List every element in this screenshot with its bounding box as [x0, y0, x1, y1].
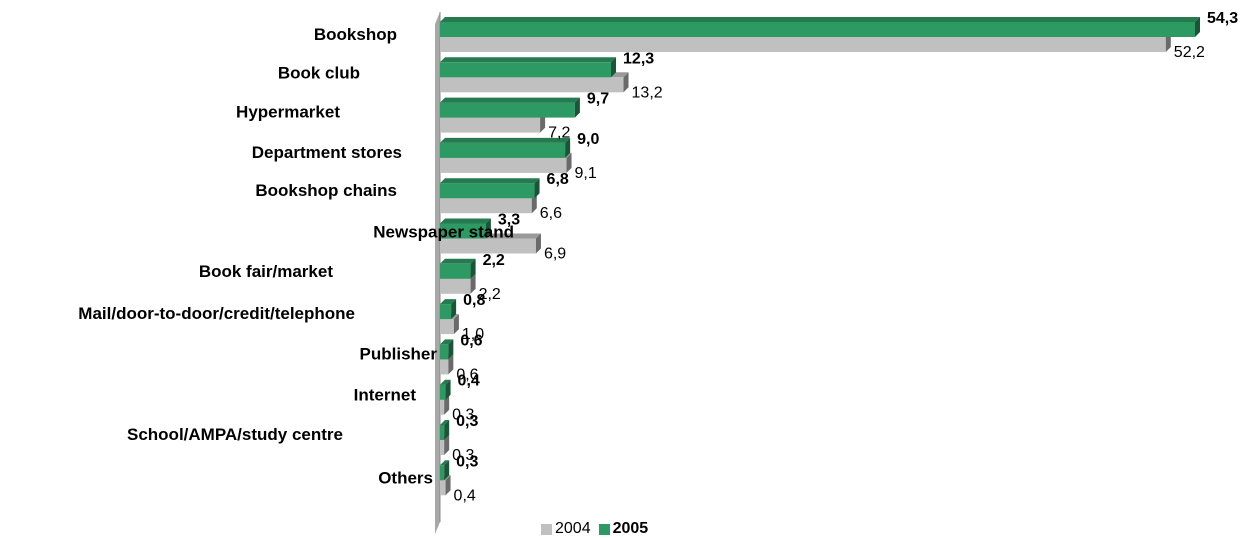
bar-2005-11	[440, 460, 450, 481]
legend-swatch-2005	[598, 523, 610, 535]
category-label-9: Internet	[354, 386, 417, 405]
value-label-2004-0: 52,2	[1174, 44, 1205, 61]
value-label-2005-11: 0,3	[456, 453, 478, 470]
value-label-2004-6: 2,2	[479, 286, 501, 303]
category-label-1: Book club	[278, 63, 360, 82]
legend-swatch-2004	[541, 523, 552, 535]
category-label-6: Book fair/market	[199, 262, 333, 281]
legend-item-2004: 2004	[541, 520, 591, 538]
bar-2005-5	[440, 218, 491, 239]
bar-2005-3	[440, 137, 571, 158]
bar-2005-7	[440, 299, 457, 320]
bar-2005-1	[440, 57, 617, 78]
value-label-2004-11: 0,4	[454, 487, 476, 504]
value-label-2004-7: 1,0	[462, 326, 484, 343]
labels-layer: 54,352,2 Bookshop 12,3 13,2 Book club 9,7 7,2 H…	[78, 10, 1238, 504]
bar-2005-8	[440, 339, 454, 360]
category-label-2: Hypermarket	[236, 103, 340, 122]
category-label-10: School/AMPA/study centre	[127, 425, 343, 444]
legend-item-2005: 2005	[598, 520, 649, 538]
value-label-2004-9: 0,3	[452, 407, 474, 424]
value-label-2005-5: 3,3	[498, 212, 520, 229]
value-label-2005-3: 9,0	[577, 131, 599, 148]
value-label-2005-0: 54,3	[1207, 10, 1238, 27]
value-label-2004-4: 6,6	[540, 205, 562, 222]
value-label-2005-7: 0,8	[463, 292, 485, 309]
bar-2005-9	[440, 379, 451, 400]
bar-2005-0	[440, 17, 1200, 37]
value-label-2004-10: 0,3	[452, 447, 474, 464]
value-label-2005-10: 0,3	[456, 413, 478, 430]
bar-2005-10	[440, 420, 450, 440]
category-label-8: Publisher	[360, 344, 438, 363]
axis-wall	[435, 12, 440, 534]
value-label-2004-1: 13,2	[632, 84, 663, 101]
bar-2005-2	[440, 97, 580, 118]
value-label-2005-6: 2,2	[483, 252, 505, 269]
legend-label-2005: 2005	[612, 520, 649, 537]
bars-layer	[440, 17, 1200, 496]
axis-layer	[435, 12, 441, 534]
value-label-2005-2: 9,7	[587, 91, 609, 108]
value-label-2004-2: 7,2	[548, 125, 570, 142]
legend-label-2004: 2004	[555, 520, 591, 537]
value-label-2004-5: 6,9	[544, 246, 566, 263]
bar-2005-4	[440, 178, 540, 199]
bar-2005-6	[440, 258, 476, 279]
value-label-2005-1: 12,3	[623, 50, 654, 67]
value-label-2005-8: 0,6	[460, 332, 482, 349]
category-label-7: Mail/door-to-door/credit/telephone	[78, 304, 355, 323]
category-label-5: Newspaper stand	[373, 223, 514, 242]
value-label-2005-4: 6,8	[547, 171, 569, 188]
value-label-2005-9: 0,4	[458, 373, 480, 390]
category-label-11: Others	[378, 468, 433, 487]
category-label-0: Bookshop	[314, 25, 397, 44]
legend: 2004 2005	[541, 520, 656, 538]
category-label-3: Department stores	[252, 143, 402, 162]
category-label-4: Bookshop chains	[255, 181, 397, 200]
value-label-2004-3: 9,1	[575, 165, 597, 182]
value-label-2004-8: 0,6	[456, 366, 478, 383]
